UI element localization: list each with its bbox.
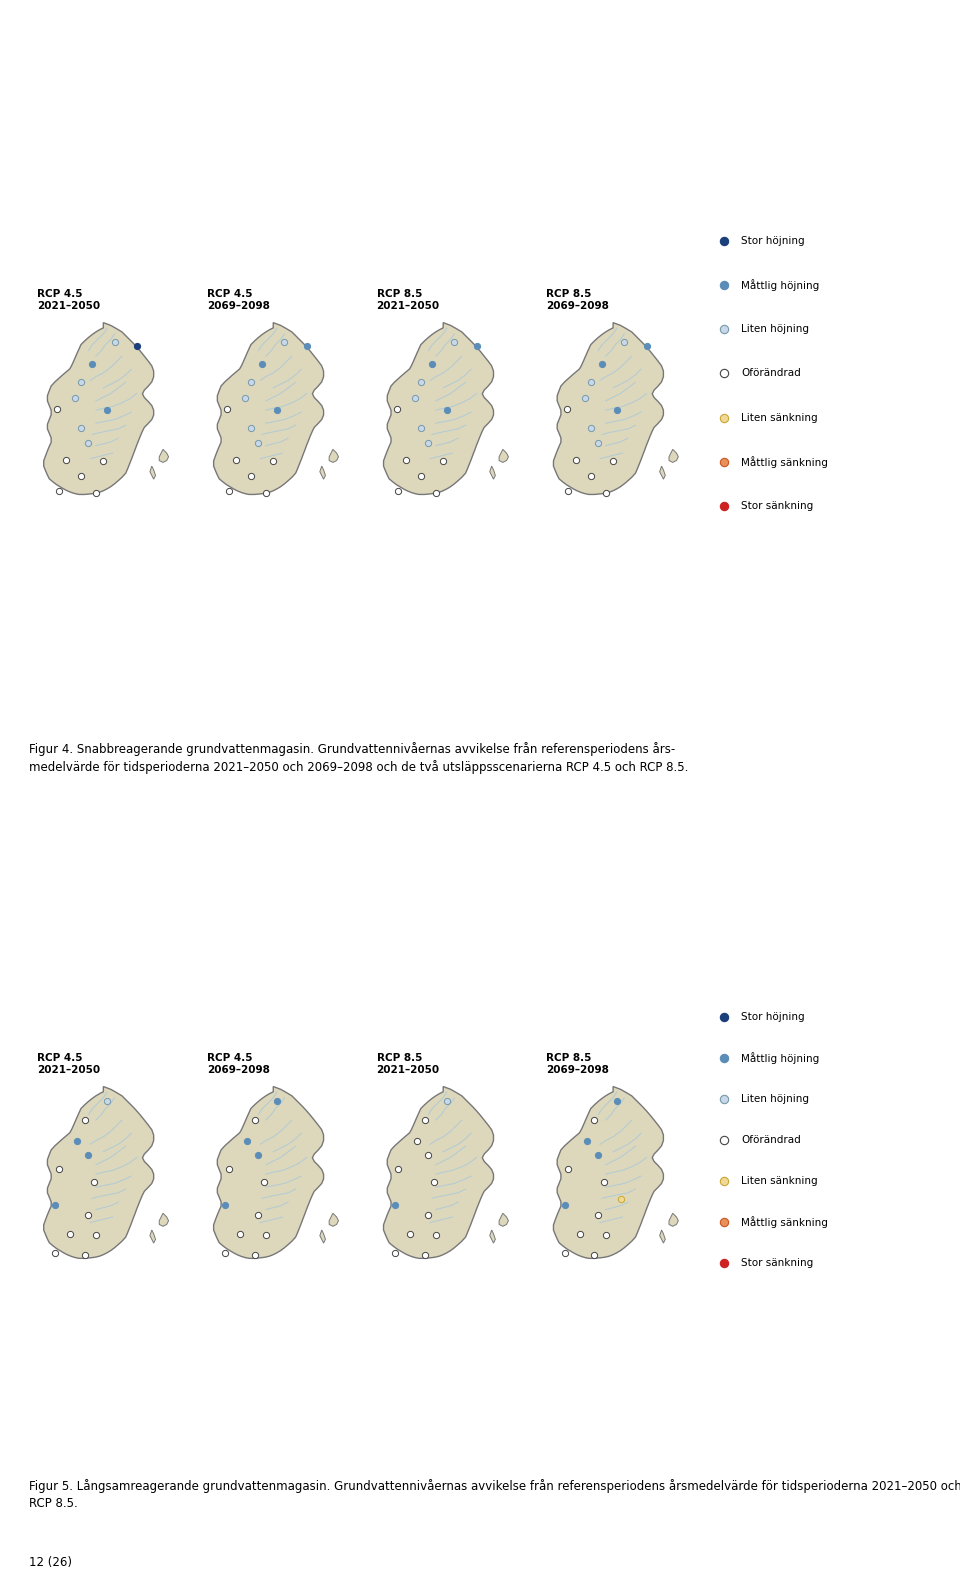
Polygon shape bbox=[214, 1087, 324, 1258]
Polygon shape bbox=[320, 1229, 325, 1243]
Text: Liten sänkning: Liten sänkning bbox=[741, 1176, 818, 1187]
Polygon shape bbox=[660, 1229, 665, 1243]
Polygon shape bbox=[214, 322, 324, 494]
Polygon shape bbox=[320, 466, 325, 480]
Text: Måttlig sänkning: Måttlig sänkning bbox=[741, 1217, 828, 1228]
Text: RCP 8.5
2069–2098: RCP 8.5 2069–2098 bbox=[546, 289, 610, 311]
Text: Oförändrad: Oförändrad bbox=[741, 368, 801, 379]
Polygon shape bbox=[554, 1087, 663, 1258]
Polygon shape bbox=[499, 1213, 509, 1226]
Text: RCP 8.5
2069–2098: RCP 8.5 2069–2098 bbox=[546, 1053, 610, 1075]
Text: Liten sänkning: Liten sänkning bbox=[741, 412, 818, 423]
Polygon shape bbox=[329, 450, 339, 462]
Polygon shape bbox=[490, 466, 495, 480]
Text: Stor sänkning: Stor sänkning bbox=[741, 1258, 813, 1269]
Polygon shape bbox=[44, 322, 154, 494]
Polygon shape bbox=[159, 450, 169, 462]
Polygon shape bbox=[384, 322, 493, 494]
Polygon shape bbox=[159, 1213, 169, 1226]
Text: Figur 5. Långsamreagerande grundvattenmagasin. Grundvattennivåernas avvikelse fr: Figur 5. Långsamreagerande grundvattenma… bbox=[29, 1479, 960, 1510]
Text: Figur 4. Snabbreagerande grundvattenmagasin. Grundvattennivåernas avvikelse från: Figur 4. Snabbreagerande grundvattenmaga… bbox=[29, 742, 688, 773]
Text: Liten höjning: Liten höjning bbox=[741, 323, 809, 335]
Polygon shape bbox=[329, 1213, 339, 1226]
Text: 12 (26): 12 (26) bbox=[29, 1556, 72, 1569]
Polygon shape bbox=[499, 450, 509, 462]
Text: RCP 8.5
2021–2050: RCP 8.5 2021–2050 bbox=[376, 1053, 440, 1075]
Polygon shape bbox=[150, 466, 156, 480]
Text: Måttlig sänkning: Måttlig sänkning bbox=[741, 456, 828, 467]
Text: Oförändrad: Oförändrad bbox=[741, 1135, 801, 1146]
Polygon shape bbox=[554, 322, 663, 494]
Text: Stor sänkning: Stor sänkning bbox=[741, 500, 813, 511]
Text: Stor höjning: Stor höjning bbox=[741, 237, 804, 246]
Text: RCP 4.5
2021–2050: RCP 4.5 2021–2050 bbox=[36, 289, 100, 311]
Polygon shape bbox=[660, 466, 665, 480]
Text: RCP 8.5
2021–2050: RCP 8.5 2021–2050 bbox=[376, 289, 440, 311]
Polygon shape bbox=[150, 1229, 156, 1243]
Polygon shape bbox=[44, 1087, 154, 1258]
Text: RCP 4.5
2069–2098: RCP 4.5 2069–2098 bbox=[206, 289, 270, 311]
Text: Stor höjning: Stor höjning bbox=[741, 1011, 804, 1021]
Text: Måttlig höjning: Måttlig höjning bbox=[741, 1053, 819, 1064]
Text: Liten höjning: Liten höjning bbox=[741, 1094, 809, 1105]
Polygon shape bbox=[490, 1229, 495, 1243]
Polygon shape bbox=[384, 1087, 493, 1258]
Polygon shape bbox=[669, 1213, 679, 1226]
Polygon shape bbox=[669, 450, 679, 462]
Text: RCP 4.5
2021–2050: RCP 4.5 2021–2050 bbox=[36, 1053, 100, 1075]
Text: Måttlig höjning: Måttlig höjning bbox=[741, 279, 819, 290]
Text: RCP 4.5
2069–2098: RCP 4.5 2069–2098 bbox=[206, 1053, 270, 1075]
